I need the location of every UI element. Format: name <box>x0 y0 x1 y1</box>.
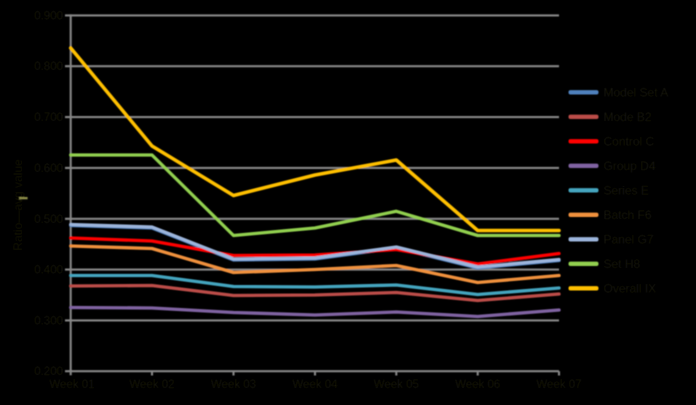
svg-text:Week 06: Week 06 <box>455 379 500 391</box>
svg-text:Series E: Series E <box>604 184 649 198</box>
svg-text:0.500: 0.500 <box>34 214 63 226</box>
svg-text:Week 02: Week 02 <box>129 379 174 391</box>
svg-text:0.600: 0.600 <box>34 163 63 175</box>
svg-text:0.700: 0.700 <box>34 112 63 124</box>
svg-text:0.400: 0.400 <box>34 265 63 277</box>
svg-text:Panel G7: Panel G7 <box>604 233 654 247</box>
svg-text:0.300: 0.300 <box>34 315 63 327</box>
svg-text:Batch F6: Batch F6 <box>604 208 652 222</box>
svg-text:Mode B2: Mode B2 <box>604 110 652 124</box>
svg-text:Ratio—avg value: Ratio—avg value <box>11 159 25 251</box>
svg-text:0.200: 0.200 <box>34 366 63 378</box>
svg-text:Group D4: Group D4 <box>604 159 656 173</box>
svg-text:Week 04: Week 04 <box>292 379 338 391</box>
svg-text:Overall IX: Overall IX <box>604 282 657 296</box>
svg-text:Model Set A: Model Set A <box>604 86 669 100</box>
svg-text:Week 03: Week 03 <box>211 379 256 391</box>
svg-text:Set H8: Set H8 <box>604 257 641 271</box>
svg-text:Control C: Control C <box>604 135 655 149</box>
svg-text:Week 01: Week 01 <box>49 379 94 391</box>
svg-text:0.800: 0.800 <box>34 61 63 73</box>
svg-text:Week 07: Week 07 <box>536 379 581 391</box>
svg-text:Week 05: Week 05 <box>374 379 419 391</box>
svg-text:0.900: 0.900 <box>34 10 63 22</box>
